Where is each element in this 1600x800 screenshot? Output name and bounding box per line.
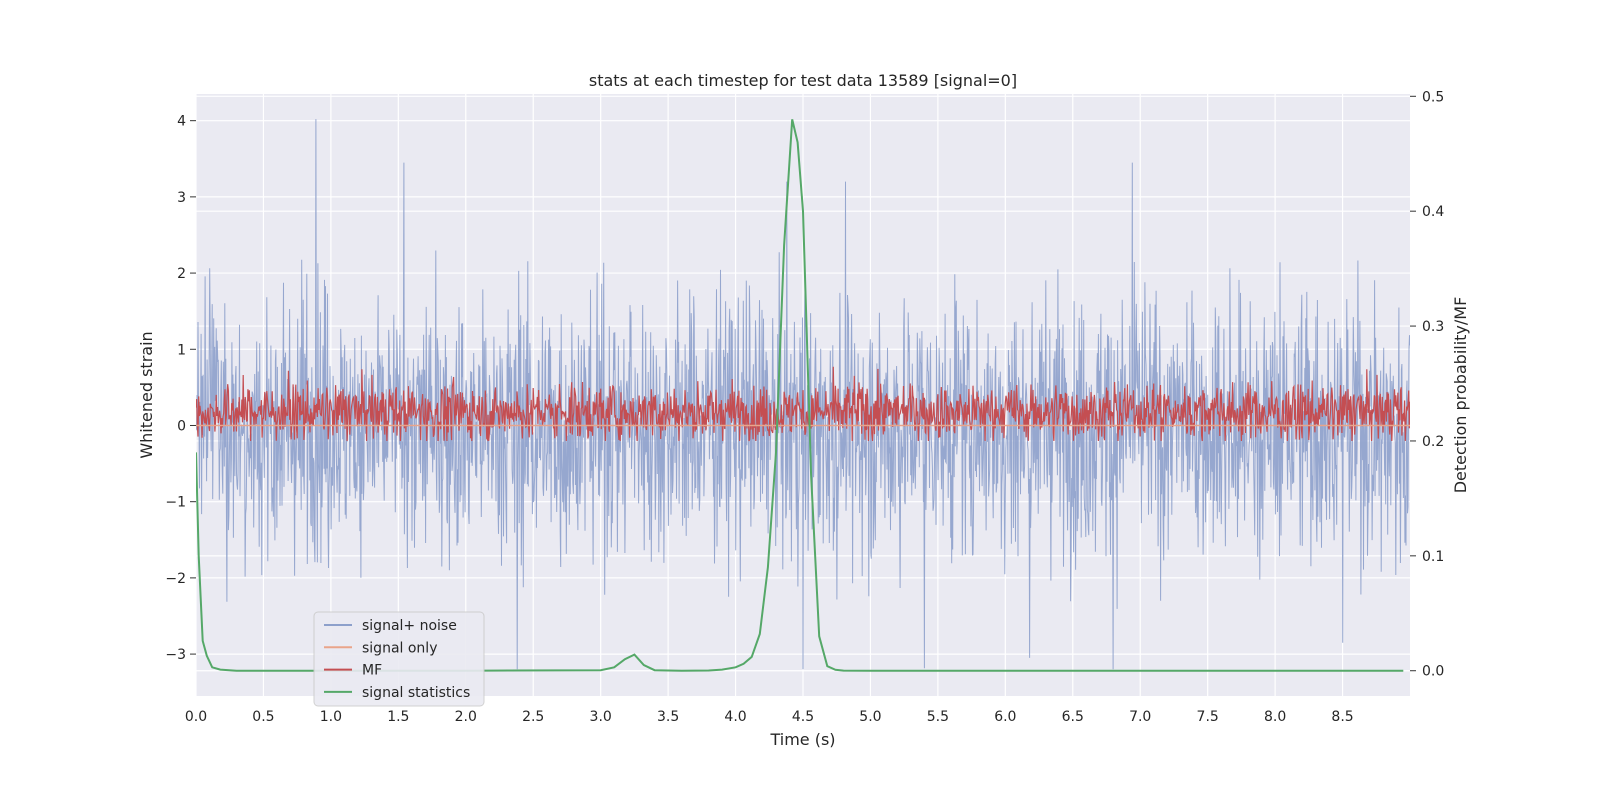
y-tick-label: 3: [177, 190, 186, 206]
y-axis-label: Whitened strain: [137, 331, 156, 458]
x-tick-label: 7.5: [1197, 709, 1219, 725]
legend-label: MF: [362, 663, 382, 679]
x-tick-label: 3.0: [590, 709, 612, 725]
x-axis-label: Time (s): [769, 730, 835, 749]
y-tick-label: 4: [177, 114, 186, 130]
x-tick-label: 2.5: [522, 709, 544, 725]
x-tick-label: 6.5: [1062, 709, 1084, 725]
y2-axis-ticks: 0.5 0.4 0.3 0.2 0.1 0.0: [1410, 89, 1444, 680]
y2-tick-label: 0.5: [1422, 89, 1444, 105]
x-tick-label: 3.5: [657, 709, 679, 725]
y-tick-label: −1: [165, 495, 186, 511]
x-tick-label: 8.0: [1264, 709, 1286, 725]
x-tick-label: 4.0: [724, 709, 746, 725]
y-tick-label: −2: [165, 571, 186, 587]
legend-label: signal+ noise: [362, 618, 457, 634]
x-tick-label: 2.0: [455, 709, 477, 725]
y2-tick-label: 0.4: [1422, 204, 1444, 220]
mf-line: [196, 366, 1410, 442]
x-axis-ticks: 0.0 0.5 1.0 1.5 2.0 2.5 3.0 3.5 4.0 4.5 5.0 5.5 6.0 6…: [185, 709, 1354, 725]
x-tick-label: 8.5: [1331, 709, 1353, 725]
y2-tick-label: 0.1: [1422, 549, 1444, 565]
y-tick-label: 1: [177, 342, 186, 358]
x-tick-label: 6.0: [994, 709, 1016, 725]
y2-axis-label: Detection probability/MF: [1451, 297, 1470, 494]
y2-tick-label: 0.0: [1422, 664, 1444, 680]
x-tick-label: 4.5: [792, 709, 814, 725]
y-tick-label: −3: [165, 647, 186, 663]
series-signal-noise: [196, 119, 1410, 670]
x-tick-label: 0.5: [252, 709, 274, 725]
legend-box: [313, 611, 485, 707]
y-tick-label: 0: [177, 418, 186, 434]
noise-line: [196, 119, 1410, 670]
legend: signal+ noise signal only MF signal statist…: [313, 611, 485, 707]
x-tick-label: 1.0: [320, 709, 342, 725]
series-signal-statistics: [196, 119, 1404, 672]
chart-title: stats at each timestep for test data 135…: [589, 71, 1017, 90]
x-tick-label: 0.0: [185, 709, 207, 725]
series-mf: [196, 366, 1410, 442]
x-tick-label: 7.0: [1129, 709, 1151, 725]
x-tick-label: 5.5: [927, 709, 949, 725]
x-tick-label: 5.0: [859, 709, 881, 725]
legend-label: signal statistics: [362, 685, 470, 701]
y2-tick-label: 0.2: [1422, 434, 1444, 450]
signal-statistics-line: [196, 119, 1404, 672]
y-tick-label: 2: [177, 266, 186, 282]
legend-label: signal only: [362, 640, 437, 656]
y-axis-ticks: 4 3 2 1 0 −1 −2 −3: [165, 114, 196, 663]
y2-tick-label: 0.3: [1422, 319, 1444, 335]
x-tick-label: 1.5: [387, 709, 409, 725]
